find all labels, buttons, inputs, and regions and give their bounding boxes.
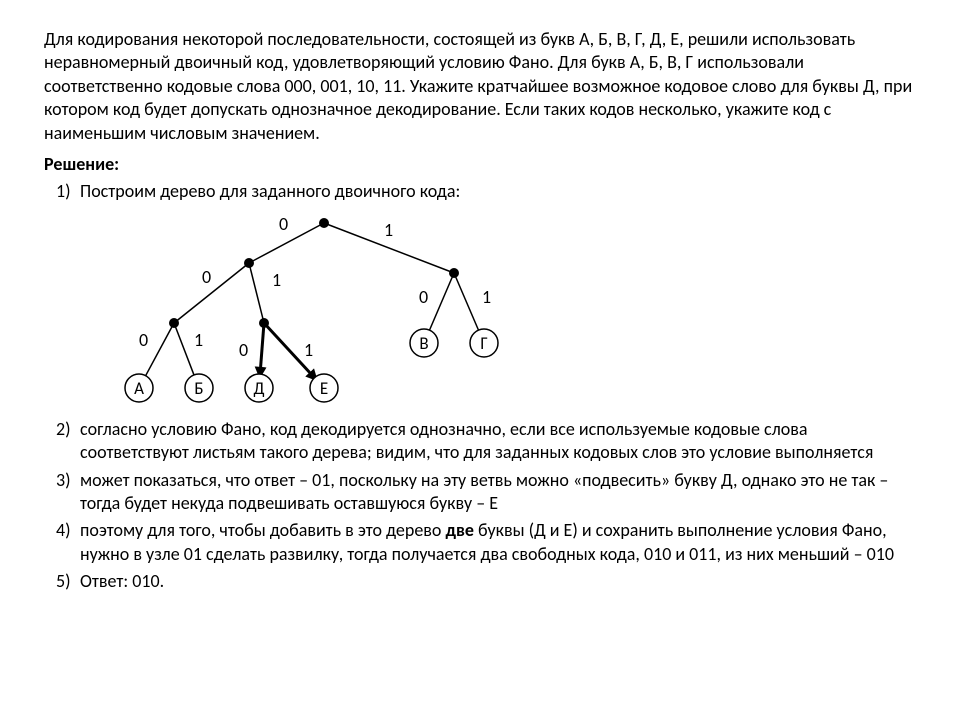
svg-text:1: 1 (194, 329, 203, 351)
step-num-4: 4) (44, 519, 80, 566)
step-text-3: может показаться, что ответ – 01, поскол… (80, 469, 916, 516)
solution-label: Решение: (44, 153, 916, 176)
svg-text:1: 1 (272, 269, 281, 291)
step-num-1: 1) (44, 180, 80, 203)
step-text-5: Ответ: 010. (80, 570, 916, 593)
step-5: 5) Ответ: 010. (44, 570, 916, 593)
svg-text:А: А (134, 378, 144, 399)
svg-text:Г: Г (480, 333, 487, 354)
step-text-1: Построим дерево для заданного двоичного … (80, 180, 916, 203)
step-1: 1) Построим дерево для заданного двоично… (44, 180, 916, 203)
svg-text:0: 0 (202, 266, 211, 288)
svg-text:Д: Д (254, 378, 265, 399)
svg-text:0: 0 (419, 286, 428, 308)
svg-text:1: 1 (304, 339, 313, 361)
step-num-3: 3) (44, 469, 80, 516)
tree-diagram: 0 1 0 1 0 1 0 1 0 1 А Б Д Е В Г (44, 208, 916, 418)
svg-text:Б: Б (194, 378, 203, 399)
svg-text:0: 0 (239, 339, 248, 361)
step-num-5: 5) (44, 570, 80, 593)
svg-text:1: 1 (482, 286, 491, 308)
step-4: 4) поэтому для того, чтобы добавить в эт… (44, 519, 916, 566)
svg-text:В: В (419, 333, 428, 354)
step4-bold: две (445, 519, 473, 541)
step-3: 3) может показаться, что ответ – 01, пос… (44, 469, 916, 516)
svg-text:1: 1 (384, 219, 393, 241)
problem-statement: Для кодирования некоторой последовательн… (44, 28, 916, 145)
step-text-4: поэтому для того, чтобы добавить в это д… (80, 519, 916, 566)
step-text-2: согласно условию Фано, код декодируется … (80, 418, 916, 465)
svg-text:0: 0 (139, 329, 148, 351)
svg-text:Е: Е (320, 378, 328, 399)
step4-pre: поэтому для того, чтобы добавить в это д… (80, 519, 445, 541)
step-2: 2) согласно условию Фано, код декодирует… (44, 418, 916, 465)
step-num-2: 2) (44, 418, 80, 465)
svg-text:0: 0 (279, 213, 288, 235)
